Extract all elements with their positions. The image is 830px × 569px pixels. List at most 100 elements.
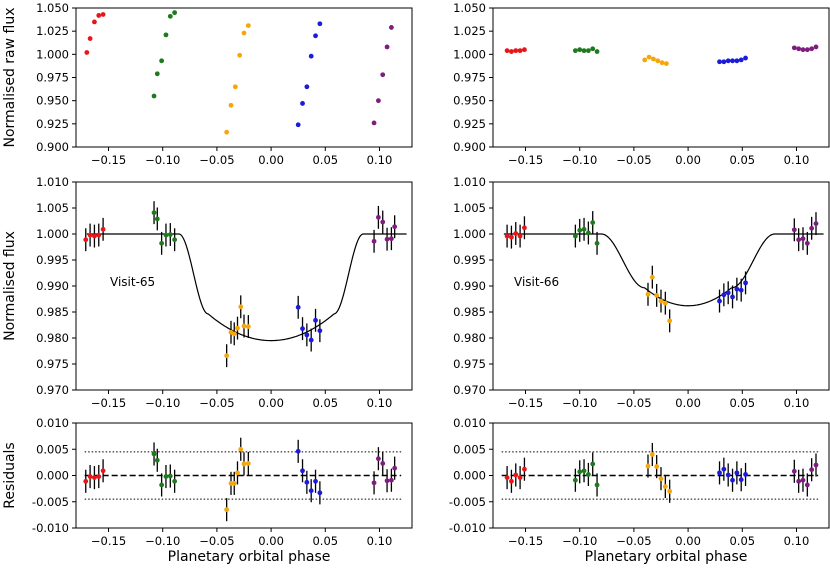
data-point-purple — [804, 47, 810, 53]
y-tick-label: 0.950 — [36, 94, 69, 108]
x-tick-label: 0.00 — [258, 396, 284, 410]
data-point-purple — [791, 468, 797, 474]
data-point-blue — [721, 466, 727, 472]
data-point-purple — [804, 240, 810, 246]
data-point-red — [87, 474, 93, 479]
data-point-blue — [734, 286, 740, 292]
data-point-red — [509, 234, 514, 240]
data-point-red — [513, 48, 519, 54]
data-point-blue — [725, 290, 731, 296]
y-tick-label: 1.010 — [36, 175, 69, 189]
data-point-orange — [241, 30, 247, 36]
data-point-orange — [231, 331, 237, 337]
data-point-red — [517, 233, 523, 239]
x-tick-label: −0.10 — [145, 153, 180, 167]
data-point-green — [572, 477, 578, 483]
y-axis-label-norm: Normalised flux — [2, 231, 18, 341]
data-point-green — [594, 240, 600, 246]
y-tick-label: 0.970 — [453, 383, 486, 397]
panel-2-raw: 0.900 0.925 0.950 0.975 1.000 1.025 1.050 −0.15… — [453, 1, 830, 167]
y-tick-label: 0.995 — [453, 253, 486, 267]
data-point-orange — [224, 353, 230, 359]
x-tick-label: −0.05 — [199, 396, 234, 410]
x-tick-label: 0.00 — [258, 153, 284, 167]
data-point-purple — [380, 72, 386, 78]
data-point-purple — [791, 227, 797, 233]
data-point-blue — [300, 326, 305, 332]
data-point-blue — [743, 55, 748, 61]
data-point-purple — [376, 456, 381, 462]
data-point-purple — [376, 214, 381, 220]
data-point-red — [100, 468, 106, 474]
y-tick-label: -0.010 — [449, 521, 486, 535]
data-point-blue — [313, 317, 318, 323]
y-tick-label: 0.900 — [453, 140, 486, 154]
data-point-purple — [371, 238, 377, 244]
data-point-orange — [224, 507, 230, 513]
data-point-purple — [371, 480, 377, 486]
data-point-red — [96, 232, 102, 238]
data-point-blue — [717, 59, 722, 65]
axes-frame-raw — [492, 7, 830, 148]
y-axis-label-raw: Normalised raw flux — [2, 8, 18, 148]
x-tick-label: 0.05 — [729, 396, 755, 410]
data-point-green — [585, 230, 591, 236]
data-point-green — [594, 482, 600, 488]
x-tick-label: −0.15 — [508, 534, 543, 548]
data-point-red — [522, 466, 527, 472]
data-point-red — [509, 49, 514, 54]
x-tick-label: 0.05 — [312, 153, 338, 167]
data-point-red — [96, 13, 102, 18]
x-tick-label: −0.10 — [562, 153, 597, 167]
data-point-purple — [800, 236, 806, 242]
data-point-red — [92, 19, 97, 25]
y-tick-label: 1.050 — [453, 1, 486, 15]
plot-area-raw — [504, 44, 819, 66]
data-point-green — [581, 226, 587, 232]
x-tick-label: −0.05 — [616, 153, 651, 167]
data-point-purple — [804, 482, 810, 488]
x-tick-label: 0.00 — [258, 534, 284, 548]
data-point-orange — [658, 476, 664, 482]
data-point-green — [594, 49, 600, 54]
data-point-purple — [376, 98, 381, 104]
data-point-purple — [384, 236, 390, 242]
data-point-red — [92, 475, 97, 480]
y-tick-label: 0.010 — [453, 416, 486, 430]
data-point-blue — [300, 101, 305, 106]
data-point-purple — [791, 45, 797, 51]
data-point-orange — [654, 292, 660, 298]
data-point-green — [167, 473, 173, 479]
x-tick-label: −0.15 — [508, 396, 543, 410]
data-point-orange — [224, 129, 230, 135]
data-point-green — [151, 93, 157, 99]
data-point-green — [572, 48, 578, 54]
data-point-orange — [231, 480, 237, 486]
data-point-red — [509, 478, 514, 484]
data-point-blue — [295, 122, 301, 128]
data-point-orange — [649, 452, 655, 457]
data-point-blue — [717, 470, 722, 476]
y-tick-label: 1.000 — [36, 47, 69, 61]
x-tick-label: 0.10 — [784, 534, 810, 548]
data-point-blue — [721, 292, 727, 298]
data-point-blue — [313, 478, 318, 484]
x-tick-label: 0.10 — [367, 534, 393, 548]
data-point-green — [590, 46, 596, 52]
data-point-orange — [235, 325, 240, 331]
x-tick-label: 0.10 — [784, 153, 810, 167]
data-point-red — [83, 478, 89, 484]
data-point-purple — [392, 224, 398, 230]
data-point-green — [159, 482, 165, 488]
visit-label: Visit-66 — [514, 275, 559, 289]
data-point-orange — [667, 318, 673, 324]
data-point-orange — [245, 324, 251, 329]
x-tick-label: −0.05 — [199, 153, 234, 167]
data-point-orange — [241, 323, 247, 329]
x-tick-label: 0.00 — [675, 534, 701, 548]
data-point-blue — [721, 59, 727, 65]
data-point-blue — [317, 328, 323, 334]
data-point-green — [154, 71, 160, 77]
x-tick-label: −0.10 — [145, 396, 180, 410]
plot-area-norm — [83, 201, 407, 368]
